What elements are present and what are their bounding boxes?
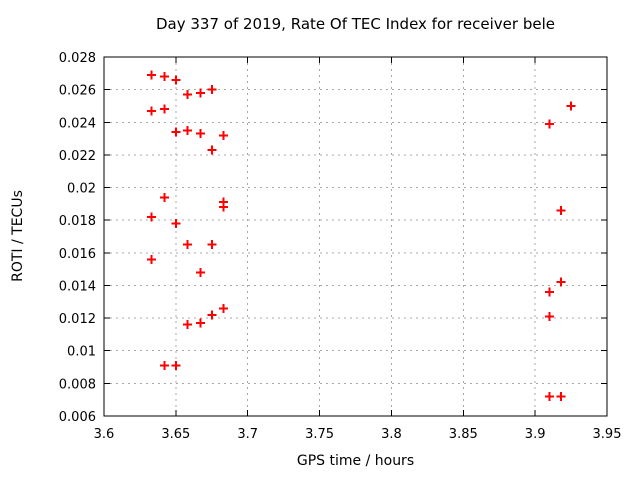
y-tick-label: 0.018 — [59, 214, 96, 229]
data-point — [182, 125, 192, 135]
data-point — [159, 72, 169, 82]
data-point — [218, 130, 228, 140]
y-tick-label: 0.006 — [59, 410, 96, 425]
data-point — [556, 391, 566, 401]
data-point — [159, 360, 169, 370]
data-point — [159, 104, 169, 114]
data-point — [566, 101, 576, 111]
data-point — [207, 240, 217, 250]
data-point — [195, 267, 205, 277]
x-tick-label: 3.65 — [161, 427, 190, 442]
x-tick-label: 3.7 — [237, 427, 258, 442]
y-tick-label: 0.028 — [59, 51, 96, 66]
y-tick-label: 0.014 — [59, 279, 96, 294]
y-tick-label: 0.012 — [59, 312, 96, 327]
x-tick-label: 3.85 — [449, 427, 478, 442]
data-point — [146, 254, 156, 264]
data-point — [195, 318, 205, 328]
x-axis-label: GPS time / hours — [296, 453, 415, 469]
data-point — [207, 145, 217, 155]
data-point — [556, 205, 566, 215]
data-point — [207, 85, 217, 95]
y-tick-label: 0.022 — [59, 149, 96, 164]
data-point — [182, 240, 192, 250]
data-point — [146, 212, 156, 222]
y-tick-label: 0.024 — [59, 116, 96, 131]
data-point — [545, 391, 555, 401]
y-tick-label: 0.02 — [67, 182, 96, 197]
data-point — [182, 320, 192, 330]
x-tick-label: 3.75 — [305, 427, 334, 442]
data-point — [195, 129, 205, 139]
data-point — [556, 277, 566, 287]
chart-title: Day 337 of 2019, Rate Of TEC Index for r… — [156, 15, 555, 33]
data-point — [171, 127, 181, 137]
data-point — [207, 310, 217, 320]
data-point — [171, 218, 181, 228]
data-point — [195, 88, 205, 98]
y-tick-label: 0.026 — [59, 84, 96, 99]
data-point — [545, 311, 555, 321]
x-tick-label: 3.95 — [593, 427, 622, 442]
data-point — [146, 70, 156, 80]
x-tick-label: 3.6 — [94, 427, 115, 442]
data-point — [171, 360, 181, 370]
data-point — [218, 303, 228, 313]
y-tick-label: 0.016 — [59, 247, 96, 262]
x-tick-label: 3.9 — [525, 427, 546, 442]
data-point — [146, 106, 156, 116]
data-point — [159, 192, 169, 202]
x-tick-label: 3.8 — [381, 427, 402, 442]
y-tick-label: 0.008 — [59, 377, 96, 392]
data-point — [182, 90, 192, 100]
y-tick-label: 0.01 — [67, 345, 96, 360]
data-point — [545, 119, 555, 129]
plot-border — [103, 56, 608, 417]
data-point — [218, 202, 228, 212]
data-point — [545, 287, 555, 297]
data-point — [171, 75, 181, 85]
